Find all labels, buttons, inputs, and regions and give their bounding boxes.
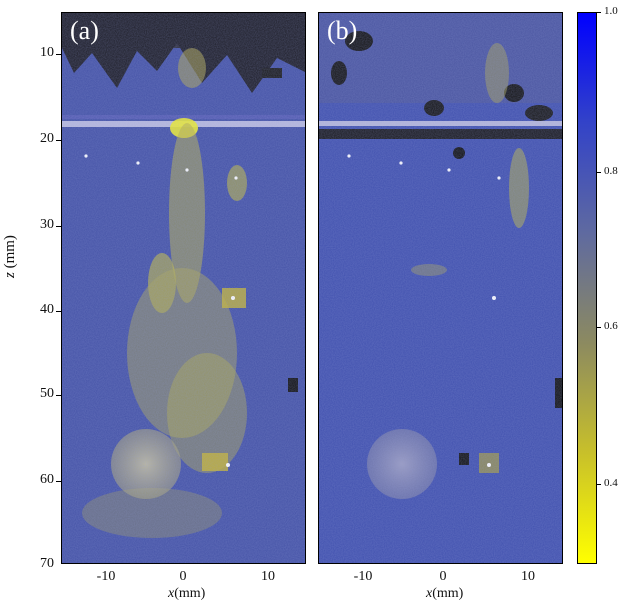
y-tick-label: 20 [24,131,54,147]
y-tick-label: 30 [24,217,54,233]
colorbar-tick-label: 0.6 [604,320,618,332]
y-tick-label: 70 [24,556,54,572]
y-axis-label: z (mm) [2,235,19,278]
panel-a-label: (a) [70,16,99,45]
ultrasound-image-b: (b) [319,13,563,564]
x-tick-label: 0 [165,569,201,585]
y-axis-symbol: z [2,272,18,278]
y-tick-label: 50 [24,386,54,402]
x-axis-label-a: x(mm) [168,586,205,602]
colorbar-tick-label: 0.8 [604,165,618,177]
panel-b-label: (b) [327,16,357,45]
y-axis-unit: (mm) [2,235,18,272]
colorbar-tick-mark [597,12,601,13]
colorbar-tick-label: 1.0 [604,5,618,17]
colorbar-tick-mark [597,484,601,485]
y-tick-label: 40 [24,302,54,318]
x-tick-label: -10 [345,569,381,585]
x-tick-label: 0 [425,569,461,585]
x-axis-unit: (mm) [174,586,205,601]
x-tick-label: 10 [250,569,286,585]
x-tick-label: -10 [88,569,124,585]
x-axis-unit: (mm) [432,586,463,601]
colorbar [577,12,597,564]
colorbar-tick-mark [597,172,601,173]
ultrasound-image-a: (a) [62,13,306,564]
x-tick-label: 10 [510,569,546,585]
y-tick-label: 60 [24,472,54,488]
y-tick-label: 10 [24,45,54,61]
x-axis-label-b: x(mm) [426,586,463,602]
image-panel-b: (b) [318,12,563,564]
colorbar-tick-label: 0.4 [604,477,618,489]
colorbar-tick-mark [597,327,601,328]
image-panel-a: (a) [61,12,306,564]
